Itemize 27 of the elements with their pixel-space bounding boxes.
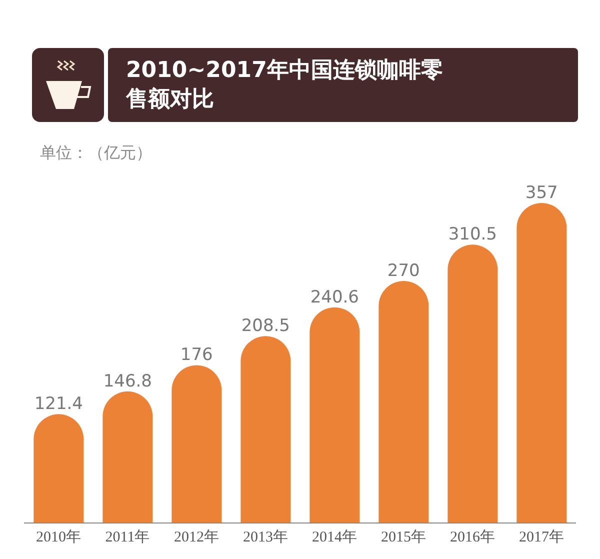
bar: [34, 414, 84, 523]
bar: [448, 244, 498, 523]
x-tick-label: 2015年: [381, 528, 426, 546]
data-label: 176: [180, 345, 213, 366]
x-tick-label: 2014年: [312, 528, 357, 546]
data-label: 121.4: [34, 394, 83, 414]
bar: [516, 203, 567, 523]
x-tick-label: 2016年: [450, 528, 495, 546]
x-tick-label: 2013年: [243, 528, 288, 546]
data-label: 310.5: [448, 224, 497, 245]
chart-subtitle: 单位：（亿元）: [40, 143, 152, 164]
data-label: 240.6: [310, 287, 359, 308]
x-tick-label: 2017年: [519, 528, 564, 546]
bar: [172, 365, 222, 523]
data-label: 208.5: [241, 316, 290, 336]
bar: [102, 391, 153, 523]
x-tick-label: 2012年: [174, 528, 219, 546]
data-label: 270: [387, 260, 420, 281]
bar: [240, 336, 291, 523]
bar: [378, 280, 429, 523]
title-banner: 2010~2017年中国连锁咖啡零售额对比: [108, 48, 578, 122]
data-label: 357: [525, 183, 558, 203]
x-tick-label: 2011年: [105, 528, 150, 546]
data-label: 146.8: [103, 371, 152, 392]
chart-title: 2010~2017年中国连锁咖啡零售额对比: [126, 57, 444, 114]
x-tick-label: 2010年: [36, 528, 81, 546]
bar: [310, 307, 360, 523]
